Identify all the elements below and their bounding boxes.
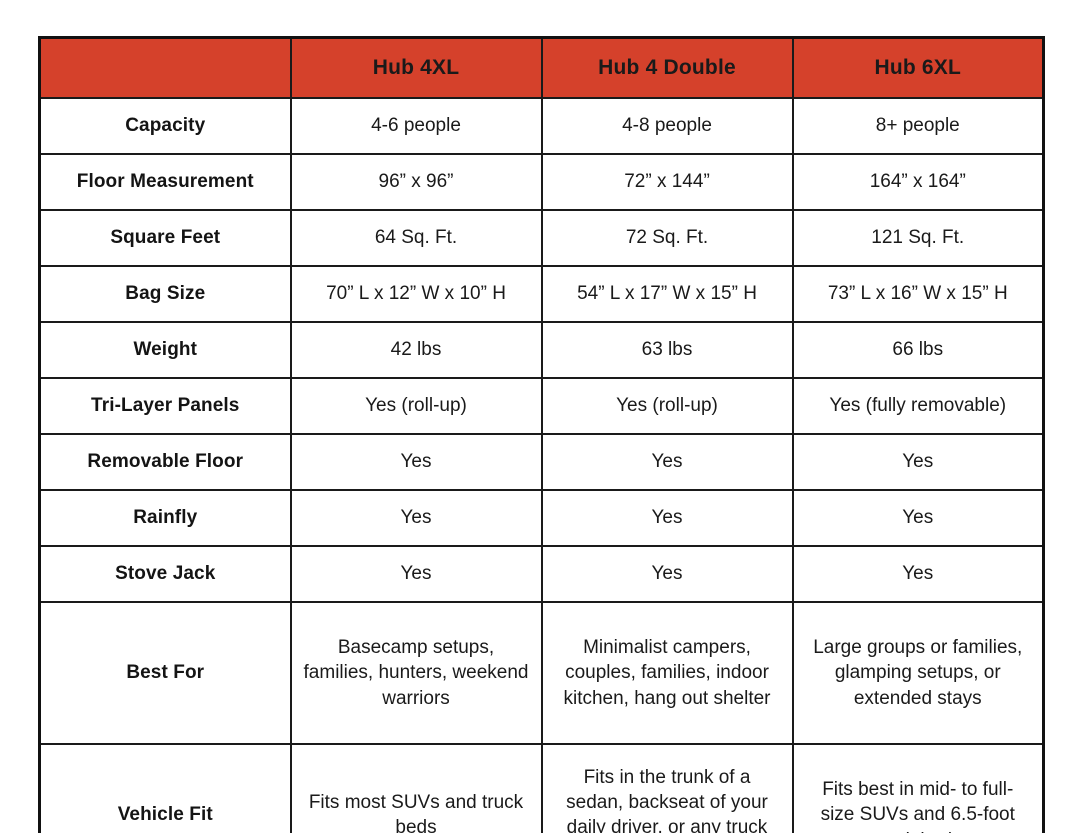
table-row: Vehicle Fit Fits most SUVs and truck beds… bbox=[38, 743, 1045, 833]
table-cell: 4-8 people bbox=[540, 97, 794, 155]
row-label: Capacity bbox=[38, 97, 292, 155]
table-cell: Large groups or families, glamping setup… bbox=[791, 601, 1045, 745]
row-label: Weight bbox=[38, 321, 292, 379]
row-label: Bag Size bbox=[38, 265, 292, 323]
row-label: Vehicle Fit bbox=[38, 743, 292, 833]
row-label: Removable Floor bbox=[38, 433, 292, 491]
table-cell: Yes (roll-up) bbox=[289, 377, 543, 435]
table-cell: Yes (roll-up) bbox=[540, 377, 794, 435]
row-label: Stove Jack bbox=[38, 545, 292, 603]
table-header: Hub 4XL Hub 4 Double Hub 6XL bbox=[38, 36, 1045, 99]
table-cell: 4-6 people bbox=[289, 97, 543, 155]
table-cell: Minimalist campers, couples, families, i… bbox=[540, 601, 794, 745]
header-cell-corner bbox=[38, 36, 292, 99]
row-label: Tri-Layer Panels bbox=[38, 377, 292, 435]
table-cell: Yes (fully removable) bbox=[791, 377, 1045, 435]
table-cell: 121 Sq. Ft. bbox=[791, 209, 1045, 267]
table-cell: 72” x 144” bbox=[540, 153, 794, 211]
row-label: Square Feet bbox=[38, 209, 292, 267]
table-cell: Yes bbox=[289, 545, 543, 603]
table-cell: Yes bbox=[540, 545, 794, 603]
table-row: Stove Jack Yes Yes Yes bbox=[38, 545, 1045, 603]
table-cell: Yes bbox=[540, 433, 794, 491]
table-row: Capacity 4-6 people 4-8 people 8+ people bbox=[38, 97, 1045, 155]
table-cell: Yes bbox=[289, 433, 543, 491]
table-row: Square Feet 64 Sq. Ft. 72 Sq. Ft. 121 Sq. F… bbox=[38, 209, 1045, 267]
table-cell: 42 lbs bbox=[289, 321, 543, 379]
table-row: Rainfly Yes Yes Yes bbox=[38, 489, 1045, 547]
table-row: Bag Size 70” L x 12” W x 10” H 54” L x 17”… bbox=[38, 265, 1045, 323]
header-cell-hub4xl: Hub 4XL bbox=[289, 36, 543, 99]
table-cell: 164” x 164” bbox=[791, 153, 1045, 211]
row-label: Best For bbox=[38, 601, 292, 745]
table-cell: Yes bbox=[791, 545, 1045, 603]
table-cell: 96” x 96” bbox=[289, 153, 543, 211]
header-cell-hub6xl: Hub 6XL bbox=[791, 36, 1045, 99]
table-cell: 64 Sq. Ft. bbox=[289, 209, 543, 267]
row-label: Floor Measurement bbox=[38, 153, 292, 211]
table-cell: 63 lbs bbox=[540, 321, 794, 379]
table-row: Tri-Layer Panels Yes (roll-up) Yes (roll-u… bbox=[38, 377, 1045, 435]
table-cell: 73” L x 16” W x 15” H bbox=[791, 265, 1045, 323]
table-cell: 72 Sq. Ft. bbox=[540, 209, 794, 267]
table-cell: Yes bbox=[791, 433, 1045, 491]
table-row: Weight 42 lbs 63 lbs 66 lbs bbox=[38, 321, 1045, 379]
table-cell: 70” L x 12” W x 10” H bbox=[289, 265, 543, 323]
table-cell: 66 lbs bbox=[791, 321, 1045, 379]
table-row: Best For Basecamp setups, families, hunte… bbox=[38, 601, 1045, 745]
table-cell: Yes bbox=[289, 489, 543, 547]
table-cell: Basecamp setups, families, hunters, week… bbox=[289, 601, 543, 745]
table-cell: Fits most SUVs and truck beds bbox=[289, 743, 543, 833]
table-cell: Yes bbox=[540, 489, 794, 547]
table-cell: Fits in the trunk of a sedan, backseat o… bbox=[540, 743, 794, 833]
table-cell: Yes bbox=[791, 489, 1045, 547]
table-row: Removable Floor Yes Yes Yes bbox=[38, 433, 1045, 491]
table-body: Capacity 4-6 people 4-8 people 8+ people Flo… bbox=[38, 97, 1045, 833]
row-label: Rainfly bbox=[38, 489, 292, 547]
header-cell-hub4double: Hub 4 Double bbox=[540, 36, 794, 99]
table-cell: 54” L x 17” W x 15” H bbox=[540, 265, 794, 323]
product-comparison-table: Hub 4XL Hub 4 Double Hub 6XL Capacity 4-6… bbox=[38, 36, 1045, 833]
table-cell: 8+ people bbox=[791, 97, 1045, 155]
header-row: Hub 4XL Hub 4 Double Hub 6XL bbox=[38, 36, 1045, 99]
table-row: Floor Measurement 96” x 96” 72” x 144” 164”… bbox=[38, 153, 1045, 211]
table-cell: Fits best in mid- to full-size SUVs and … bbox=[791, 743, 1045, 833]
comparison-table-container: Hub 4XL Hub 4 Double Hub 6XL Capacity 4-6… bbox=[38, 36, 1045, 833]
